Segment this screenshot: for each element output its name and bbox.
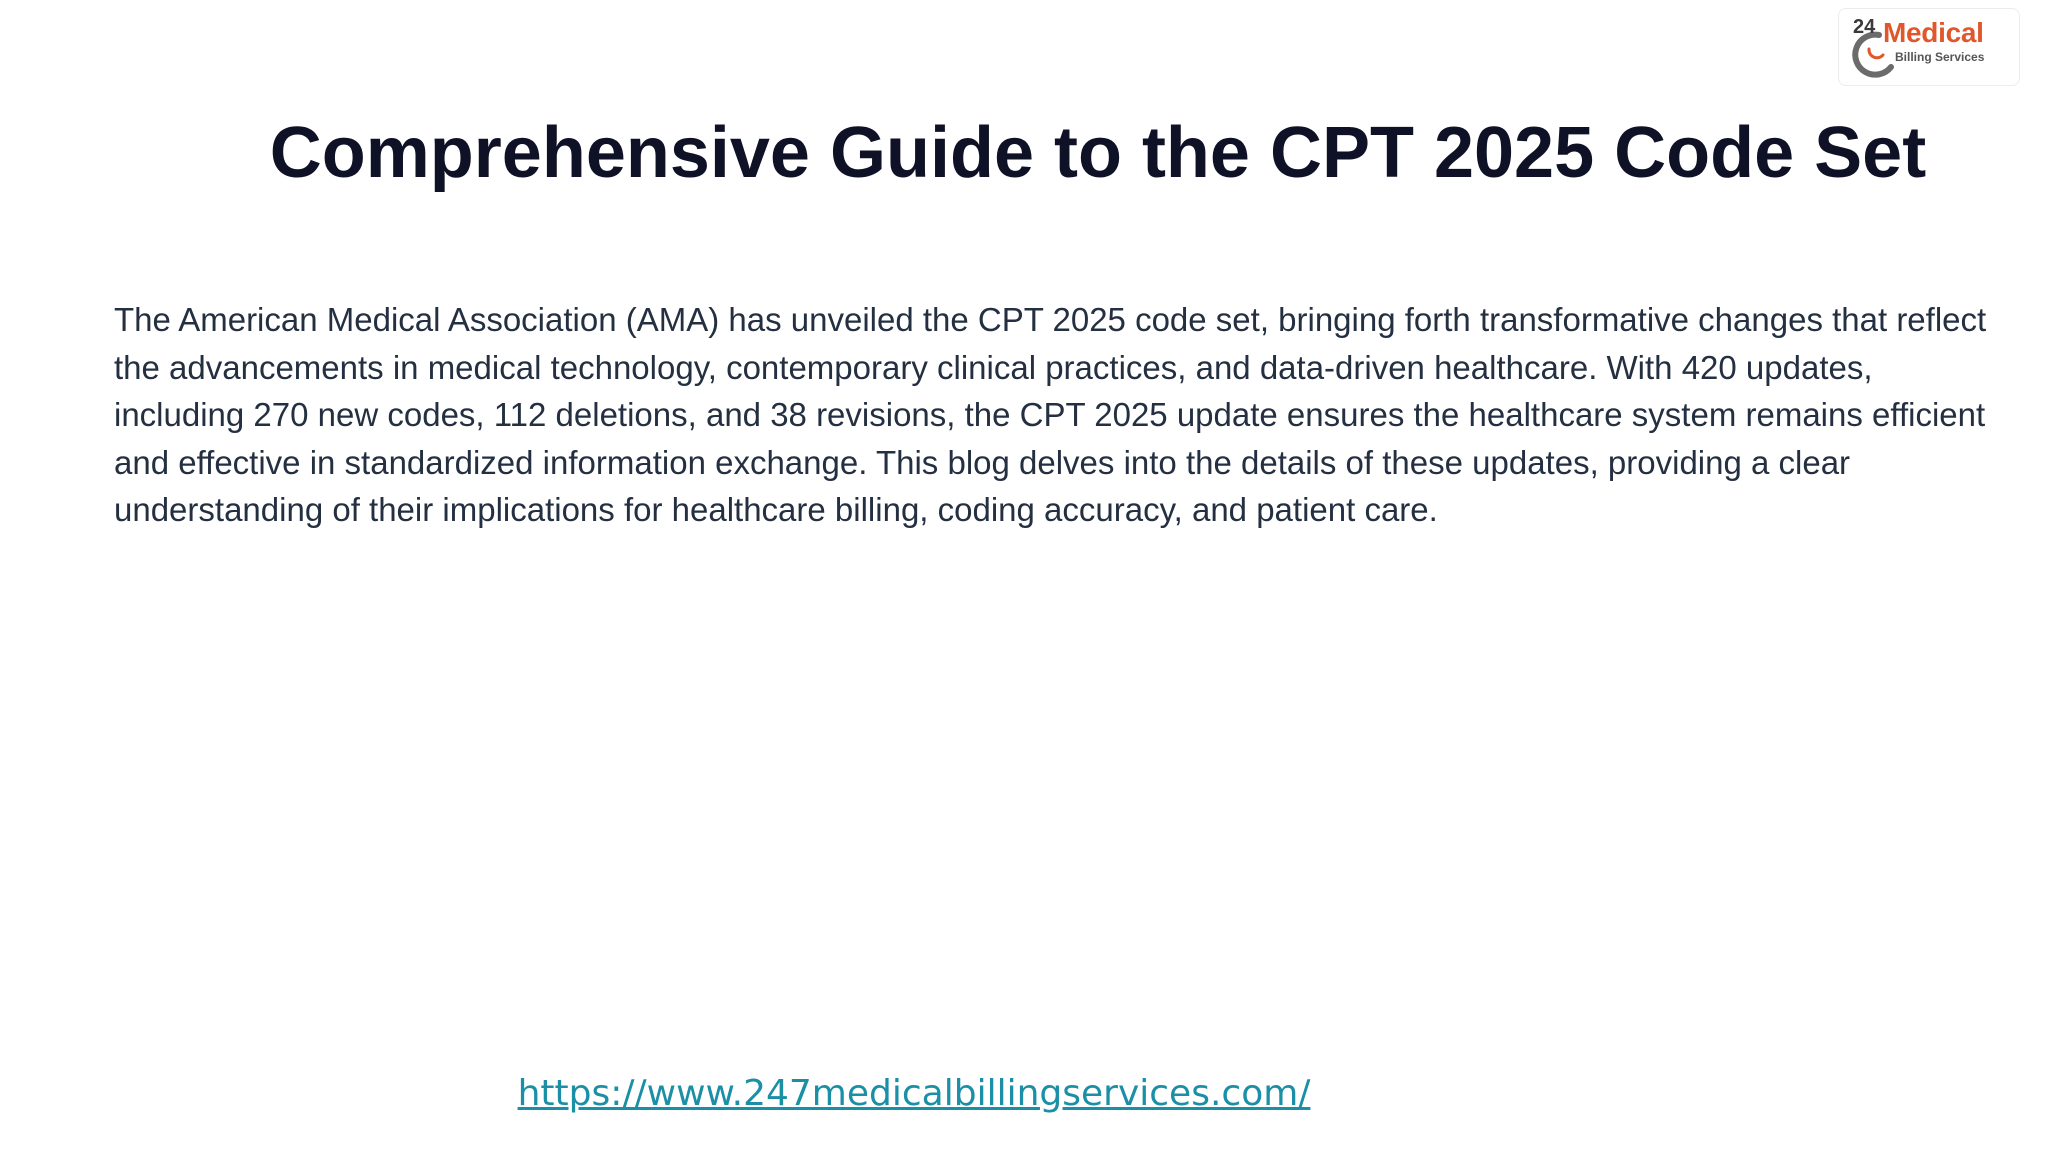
logo-brand-text: Medical: [1883, 17, 1984, 48]
logo-number: 24: [1853, 16, 1876, 38]
website-link[interactable]: https://www.247medicalbillingservices.co…: [517, 1073, 1311, 1114]
body-paragraph: The American Medical Association (AMA) h…: [114, 301, 1987, 528]
logo-subtitle: Billing Services: [1895, 50, 1985, 64]
logo-ring-icon: [1852, 31, 1894, 78]
slide-title: Comprehensive Guide to the CPT 2025 Code…: [269, 113, 1927, 193]
company-logo: 24 Medical Billing Services: [1838, 8, 2020, 86]
